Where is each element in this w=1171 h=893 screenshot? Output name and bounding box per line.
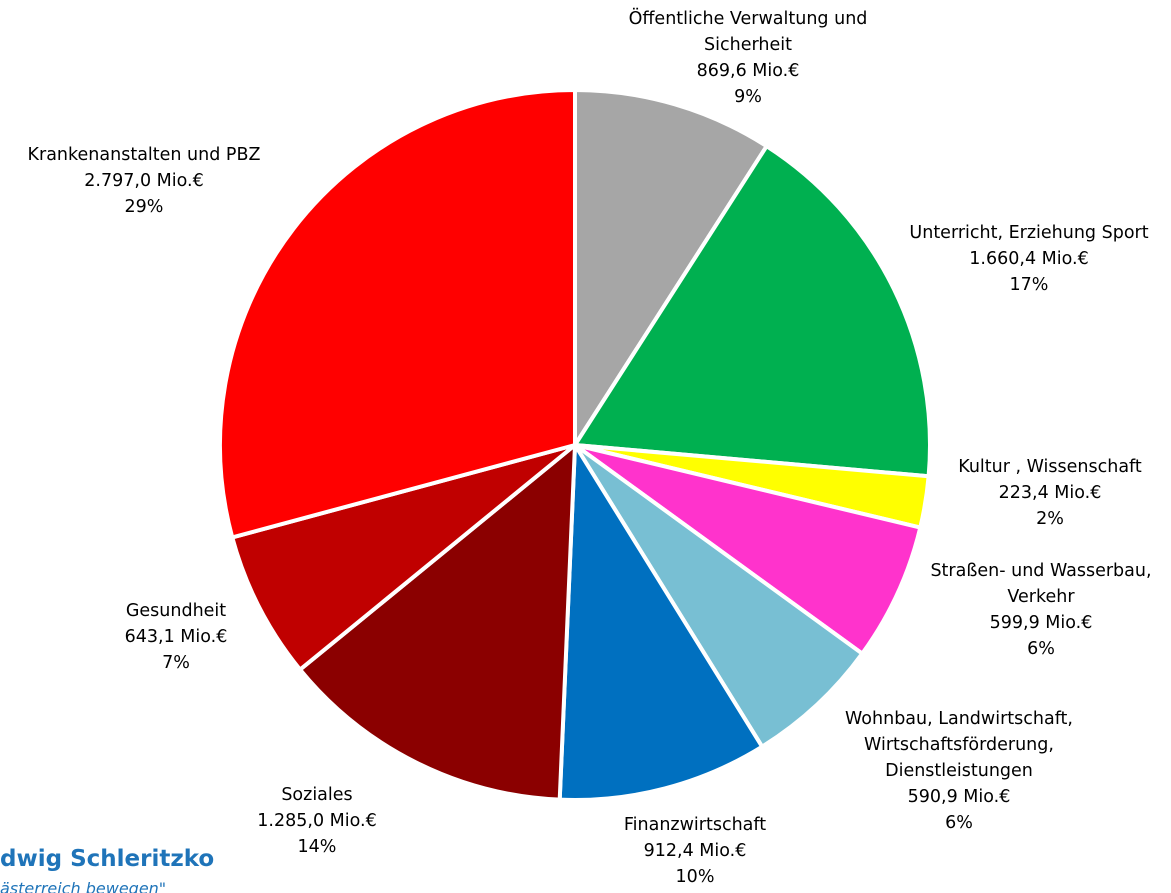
slice-percent-label: 14% <box>297 837 337 857</box>
pie-slice <box>573 144 933 479</box>
slice-percent-label: 2% <box>1036 509 1064 529</box>
slice-data-label: Gesundheit 643,1 Mio.€ 7% <box>125 598 228 676</box>
slice-category-label: Wirtschaftsförderung, <box>864 735 1054 755</box>
pie-slice <box>573 88 769 447</box>
slice-category-label: Straßen- und Wasserbau, <box>930 561 1152 581</box>
slice-value-label: 912,4 Mio.€ <box>643 841 747 861</box>
slice-category-label: Verkehr <box>1007 587 1075 607</box>
slice-value-label: 869,6 Mio.€ <box>696 61 800 81</box>
slice-percent-label: 6% <box>1027 639 1055 659</box>
slice-value-label: 1.285,0 Mio.€ <box>257 811 377 831</box>
slice-value-label: 223,4 Mio.€ <box>998 483 1102 503</box>
pie-slice <box>298 443 577 802</box>
slice-value-label: 2.797,0 Mio.€ <box>84 171 204 191</box>
slice-category-label: Dienstleistungen <box>885 761 1033 781</box>
slice-value-label: 599,9 Mio.€ <box>989 613 1093 633</box>
slice-data-label: Öffentliche Verwaltung und Sicherheit 869,… <box>629 6 868 110</box>
slice-value-label: 643,1 Mio.€ <box>124 627 228 647</box>
slice-percent-label: 10% <box>675 867 715 887</box>
slice-data-label: Krankenanstalten und PBZ 2.797,0 Mio.€ 29% <box>28 142 261 220</box>
pie-slice <box>230 443 577 672</box>
slice-value-label: 590,9 Mio.€ <box>907 787 1011 807</box>
slice-percent-label: 6% <box>945 813 973 833</box>
slice-category-label: Wohnbau, Landwirtschaft, <box>845 709 1073 729</box>
footer-author-name: dwig Schleritzko <box>0 846 215 872</box>
slice-data-label: Finanzwirtschaft 912,4 Mio.€ 10% <box>624 812 766 890</box>
pie-slice <box>573 443 923 656</box>
footer-author-subtitle: ästerreich bewegen" <box>0 879 167 893</box>
pie-slice <box>573 443 865 749</box>
slice-category-label: Gesundheit <box>125 601 227 621</box>
pie-slice <box>218 88 577 540</box>
slice-value-label: 1.660,4 Mio.€ <box>969 249 1089 269</box>
slice-category-label: Finanzwirtschaft <box>623 815 767 835</box>
slice-data-label: Straßen- und Wasserbau, Verkehr 599,9 Mio.… <box>930 558 1151 662</box>
slice-data-label: Kultur , Wissenschaft 223,4 Mio.€ 2% <box>958 454 1142 532</box>
slice-category-label: Sicherheit <box>704 35 792 55</box>
slice-data-label: Unterricht, Erziehung Sport 1.660,4 Mio.€… <box>909 220 1148 298</box>
slice-percent-label: 29% <box>124 197 164 217</box>
slice-percent-label: 17% <box>1009 275 1049 295</box>
slice-data-label: Soziales 1.285,0 Mio.€ 14% <box>257 782 376 860</box>
slice-category-label: Öffentliche Verwaltung und <box>628 9 868 29</box>
slice-category-label: Krankenanstalten und PBZ <box>27 145 261 165</box>
slice-category-label: Unterricht, Erziehung Sport <box>909 223 1149 243</box>
slice-percent-label: 7% <box>162 653 190 673</box>
slice-percent-label: 9% <box>734 87 762 107</box>
slice-data-label: Wohnbau, Landwirtschaft, Wirtschaftsförde… <box>845 706 1073 836</box>
slice-category-label: Kultur , Wissenschaft <box>958 457 1142 477</box>
pie-slice <box>557 443 765 802</box>
slice-category-label: Soziales <box>281 785 353 805</box>
